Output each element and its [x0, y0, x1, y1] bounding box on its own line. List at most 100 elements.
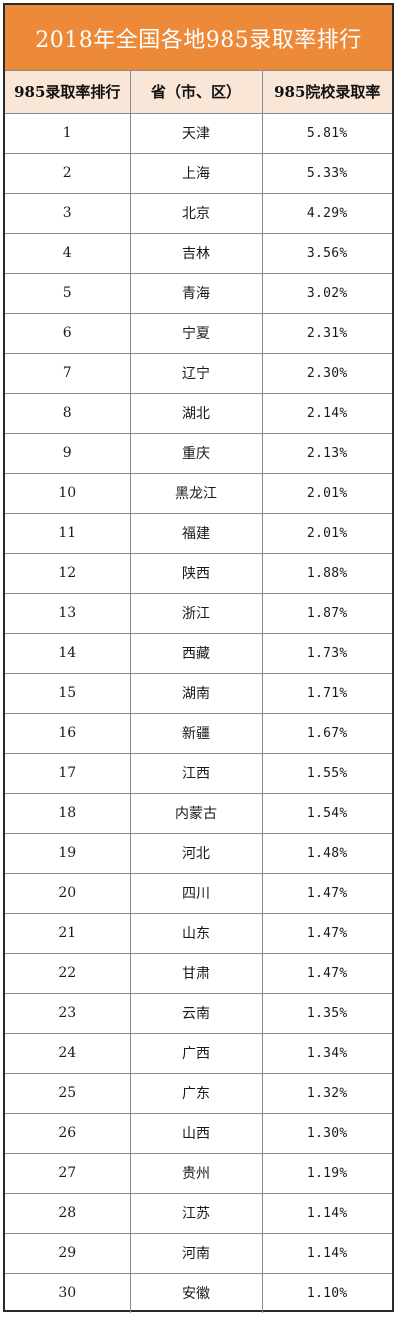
rate-cell: 5.33% [261, 152, 392, 194]
table-row: 12 陕西 1.88% [5, 552, 392, 594]
province-cell: 天津 [129, 112, 263, 154]
table-title: 2018年全国各地985录取率排行 [5, 5, 392, 71]
table-row: 29 河南 1.14% [5, 1232, 392, 1274]
ranking-sheet: 2018年全国各地985录取率排行 985录取率排行 省（市、区） 985院校录… [3, 3, 394, 1313]
province-cell: 江苏 [129, 1192, 263, 1234]
rate-cell: 1.35% [261, 992, 392, 1034]
rank-cell: 4 [5, 232, 131, 274]
rank-cell: 11 [5, 512, 131, 554]
province-cell: 北京 [129, 192, 263, 234]
province-cell: 内蒙古 [129, 792, 263, 834]
province-cell: 贵州 [129, 1152, 263, 1194]
province-cell: 陕西 [129, 552, 263, 594]
rate-cell: 1.30% [261, 1112, 392, 1154]
rate-cell: 3.02% [261, 272, 392, 314]
rank-cell: 16 [5, 712, 131, 754]
rank-cell: 20 [5, 872, 131, 914]
table-row: 7 辽宁 2.30% [5, 352, 392, 394]
province-cell: 辽宁 [129, 352, 263, 394]
table-row: 13 浙江 1.87% [5, 592, 392, 634]
province-cell: 黑龙江 [129, 472, 263, 514]
table-row: 21 山东 1.47% [5, 912, 392, 954]
table-row: 18 内蒙古 1.54% [5, 792, 392, 834]
rank-cell: 22 [5, 952, 131, 994]
table-row: 9 重庆 2.13% [5, 432, 392, 474]
rate-cell: 1.55% [261, 752, 392, 794]
rate-cell: 1.32% [261, 1072, 392, 1114]
rate-cell: 1.14% [261, 1232, 392, 1274]
header-province: 省（市、区） [129, 71, 263, 114]
province-cell: 河北 [129, 832, 263, 874]
rank-cell: 21 [5, 912, 131, 954]
rank-cell: 15 [5, 672, 131, 714]
ranking-table: 985录取率排行 省（市、区） 985院校录取率 1 天津 5.81% 2 上海 5.33… [5, 71, 392, 1313]
table-row: 17 江西 1.55% [5, 752, 392, 794]
table-row: 15 湖南 1.71% [5, 672, 392, 714]
table-row: 20 四川 1.47% [5, 872, 392, 914]
rank-cell: 19 [5, 832, 131, 874]
rate-cell: 2.13% [261, 432, 392, 474]
rank-cell: 10 [5, 472, 131, 514]
rate-cell: 1.34% [261, 1032, 392, 1074]
table-row: 25 广东 1.32% [5, 1072, 392, 1114]
rate-cell: 2.01% [261, 472, 392, 514]
province-cell: 新疆 [129, 712, 263, 754]
province-cell: 云南 [129, 992, 263, 1034]
province-cell: 江西 [129, 752, 263, 794]
rank-cell: 6 [5, 312, 131, 354]
rank-cell: 24 [5, 1032, 131, 1074]
table-row: 26 山西 1.30% [5, 1112, 392, 1154]
rank-cell: 3 [5, 192, 131, 234]
rate-cell: 2.01% [261, 512, 392, 554]
province-cell: 上海 [129, 152, 263, 194]
rank-cell: 14 [5, 632, 131, 674]
rate-cell: 1.47% [261, 912, 392, 954]
rate-cell: 1.88% [261, 552, 392, 594]
province-cell: 河南 [129, 1232, 263, 1274]
table-row: 24 广西 1.34% [5, 1032, 392, 1074]
table-body: 1 天津 5.81% 2 上海 5.33% 3 北京 4.29% 4 吉林 3.56% 5 青海 3.02%… [5, 112, 392, 1313]
rank-cell: 28 [5, 1192, 131, 1234]
table-row: 6 宁夏 2.31% [5, 312, 392, 354]
table-row: 27 贵州 1.19% [5, 1152, 392, 1194]
table-row: 11 福建 2.01% [5, 512, 392, 554]
rank-cell: 27 [5, 1152, 131, 1194]
rate-cell: 1.67% [261, 712, 392, 754]
rank-cell: 9 [5, 432, 131, 474]
rate-cell: 1.71% [261, 672, 392, 714]
province-cell: 广西 [129, 1032, 263, 1074]
table-row: 14 西藏 1.73% [5, 632, 392, 674]
province-cell: 福建 [129, 512, 263, 554]
rank-cell: 1 [5, 112, 131, 154]
table-row: 3 北京 4.29% [5, 192, 392, 234]
province-cell: 湖南 [129, 672, 263, 714]
table-row: 4 吉林 3.56% [5, 232, 392, 274]
rank-cell: 7 [5, 352, 131, 394]
rate-cell: 2.30% [261, 352, 392, 394]
rank-cell: 8 [5, 392, 131, 434]
province-cell: 吉林 [129, 232, 263, 274]
header-rate: 985院校录取率 [261, 71, 392, 114]
rate-cell: 3.56% [261, 232, 392, 274]
rank-cell: 2 [5, 152, 131, 194]
province-cell: 西藏 [129, 632, 263, 674]
rate-cell: 5.81% [261, 112, 392, 154]
rank-cell: 23 [5, 992, 131, 1034]
province-cell: 四川 [129, 872, 263, 914]
table-row: 19 河北 1.48% [5, 832, 392, 874]
table-row: 5 青海 3.02% [5, 272, 392, 314]
province-cell: 山东 [129, 912, 263, 954]
province-cell: 重庆 [129, 432, 263, 474]
table-row: 8 湖北 2.14% [5, 392, 392, 434]
rate-cell: 1.54% [261, 792, 392, 834]
rate-cell: 2.14% [261, 392, 392, 434]
table-row: 23 云南 1.35% [5, 992, 392, 1034]
table-row: 22 甘肃 1.47% [5, 952, 392, 994]
province-cell: 广东 [129, 1072, 263, 1114]
table-row: 2 上海 5.33% [5, 152, 392, 194]
header-rank: 985录取率排行 [5, 71, 131, 114]
table-row: 1 天津 5.81% [5, 112, 392, 154]
rank-cell: 5 [5, 272, 131, 314]
province-cell: 湖北 [129, 392, 263, 434]
rate-cell: 1.19% [261, 1152, 392, 1194]
